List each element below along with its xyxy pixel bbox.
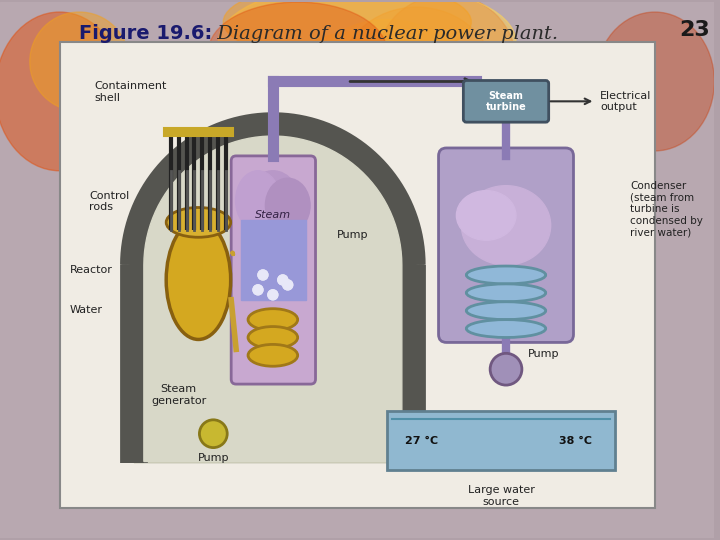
Text: Steam
turbine: Steam turbine xyxy=(486,91,526,112)
Ellipse shape xyxy=(467,302,546,320)
Ellipse shape xyxy=(0,12,124,171)
Ellipse shape xyxy=(248,309,297,330)
Circle shape xyxy=(283,280,293,290)
Ellipse shape xyxy=(235,171,280,231)
Ellipse shape xyxy=(467,284,546,302)
Circle shape xyxy=(258,270,268,280)
Text: Pump: Pump xyxy=(528,349,559,359)
Ellipse shape xyxy=(595,12,714,151)
Circle shape xyxy=(283,280,293,290)
Text: Diagram of a nuclear power plant.: Diagram of a nuclear power plant. xyxy=(212,25,559,43)
Polygon shape xyxy=(144,136,402,462)
FancyBboxPatch shape xyxy=(438,148,574,342)
Ellipse shape xyxy=(467,320,546,338)
Ellipse shape xyxy=(467,266,546,284)
Text: Electrical
output: Electrical output xyxy=(600,91,652,112)
Text: Water: Water xyxy=(69,305,102,315)
Ellipse shape xyxy=(166,220,230,340)
FancyBboxPatch shape xyxy=(231,156,315,384)
Bar xyxy=(241,220,305,300)
Circle shape xyxy=(268,290,278,300)
Ellipse shape xyxy=(30,12,129,111)
Text: Reactor: Reactor xyxy=(69,265,112,275)
Ellipse shape xyxy=(218,0,516,102)
Bar xyxy=(163,128,233,136)
Ellipse shape xyxy=(462,186,551,265)
Ellipse shape xyxy=(166,207,230,237)
Ellipse shape xyxy=(248,345,297,366)
Ellipse shape xyxy=(248,327,297,348)
Ellipse shape xyxy=(456,191,516,240)
FancyBboxPatch shape xyxy=(60,42,655,508)
Circle shape xyxy=(253,285,263,295)
Ellipse shape xyxy=(208,2,387,102)
Text: Figure 19.6:: Figure 19.6: xyxy=(79,24,212,43)
Text: Pump: Pump xyxy=(336,230,368,240)
Text: 27 °C: 27 °C xyxy=(405,436,438,446)
Text: Steam: Steam xyxy=(255,211,291,220)
FancyBboxPatch shape xyxy=(464,80,549,122)
Circle shape xyxy=(278,275,288,285)
Text: Pump: Pump xyxy=(197,453,229,463)
Ellipse shape xyxy=(377,0,516,129)
Text: Condenser
(steam from
turbine is
condensed by
river water): Condenser (steam from turbine is condens… xyxy=(630,181,703,237)
Ellipse shape xyxy=(338,7,496,156)
Text: Large water
source: Large water source xyxy=(467,485,534,507)
Ellipse shape xyxy=(223,0,472,62)
Bar xyxy=(387,411,615,470)
Circle shape xyxy=(268,290,278,300)
Circle shape xyxy=(258,270,268,280)
Circle shape xyxy=(278,275,288,285)
Ellipse shape xyxy=(243,171,302,250)
Ellipse shape xyxy=(266,178,310,233)
Circle shape xyxy=(199,420,228,448)
Text: Control
rods: Control rods xyxy=(89,191,130,212)
Ellipse shape xyxy=(258,32,456,211)
Text: 23: 23 xyxy=(679,20,710,40)
Text: Steam
generator: Steam generator xyxy=(151,384,206,406)
Circle shape xyxy=(490,353,522,385)
Text: Containment
shell: Containment shell xyxy=(94,82,166,103)
Circle shape xyxy=(253,285,263,295)
Text: 38 °C: 38 °C xyxy=(559,436,592,446)
Polygon shape xyxy=(134,126,412,463)
Ellipse shape xyxy=(297,19,476,183)
